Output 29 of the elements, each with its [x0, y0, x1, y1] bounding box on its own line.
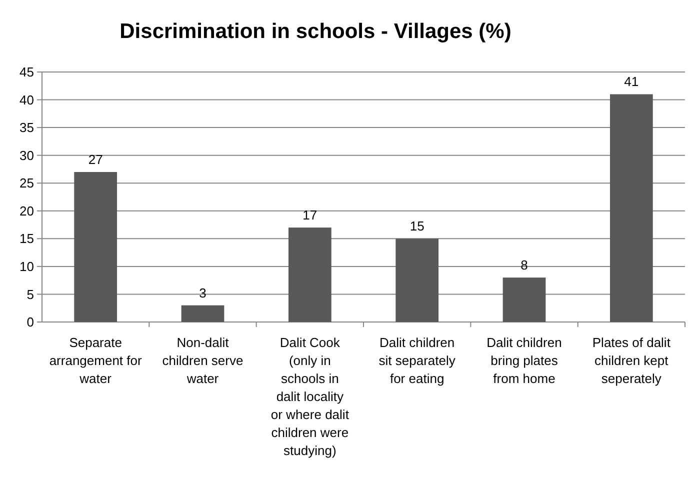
- x-tick-label: Separate arrangement for water: [49, 335, 142, 386]
- data-label: 41: [624, 74, 639, 90]
- x-tick-label: Dalit children bring plates from home: [486, 335, 562, 386]
- data-label: 8: [520, 258, 528, 273]
- data-label: 17: [302, 208, 318, 223]
- y-tick-label: 5: [26, 286, 34, 302]
- data-label: 15: [410, 218, 424, 234]
- bar: [610, 94, 653, 322]
- chart-title: Discrimination in schools - Villages (%): [120, 20, 512, 43]
- x-tick-label: Dalit children sit separately for eating: [378, 335, 456, 386]
- y-tick-label: 20: [20, 203, 34, 218]
- y-tick-label: 45: [20, 64, 34, 80]
- bar: [502, 278, 546, 322]
- y-tick-label: 35: [20, 120, 34, 136]
- bar: [181, 305, 224, 322]
- data-label: 27: [88, 152, 103, 167]
- y-tick-label: 25: [20, 176, 34, 191]
- x-tick-label: Dalit Cook (only in schools in dalit locality or where dalit children were studying): [270, 335, 350, 458]
- y-tick-label: 0: [26, 314, 34, 330]
- bar: [396, 238, 439, 322]
- y-tick-label: 40: [20, 92, 34, 108]
- data-label: 3: [199, 285, 206, 300]
- x-tick-label: Non-dalit children serve water: [162, 335, 244, 386]
- bar: [288, 228, 332, 322]
- y-tick-label: 30: [20, 148, 34, 163]
- x-tick-label: Plates of dalit children kept seperately: [592, 335, 671, 386]
- bar: [74, 172, 118, 322]
- y-tick-label: 10: [20, 258, 34, 274]
- y-tick-label: 15: [20, 231, 34, 246]
